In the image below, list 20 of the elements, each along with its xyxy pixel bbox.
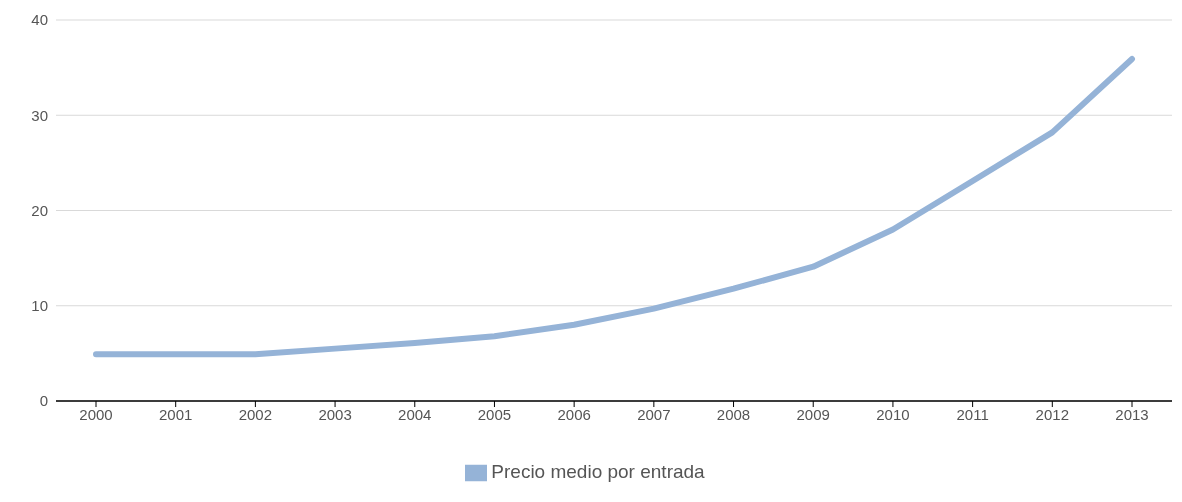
x-tick-label: 2008 [716, 405, 751, 423]
y-tick-label: 10 [31, 297, 48, 315]
x-tick-label: 2001 [159, 405, 193, 423]
x-tick-label: 2013 [1115, 405, 1149, 423]
y-tick-label: 0 [39, 392, 48, 410]
y-tick-label: 20 [31, 201, 48, 219]
x-tick-label: 2009 [796, 405, 830, 423]
y-tick-label: 30 [31, 106, 48, 124]
y-tick-label: 40 [31, 11, 48, 29]
x-tick-label: 2010 [876, 405, 910, 423]
x-tick-label: 2005 [477, 405, 512, 423]
x-tick-label: 2004 [398, 405, 432, 423]
x-tick-label: 2011 [956, 405, 989, 423]
x-tick-label: 2007 [637, 405, 671, 423]
x-tick-label: 2000 [79, 405, 113, 423]
x-tick-label: 2012 [1035, 405, 1069, 423]
x-tick-label: 2002 [238, 405, 273, 423]
x-tick-label: 2006 [557, 405, 591, 423]
legend-label: Precio medio por entrada [491, 461, 705, 483]
x-tick-label: 2003 [318, 405, 352, 423]
